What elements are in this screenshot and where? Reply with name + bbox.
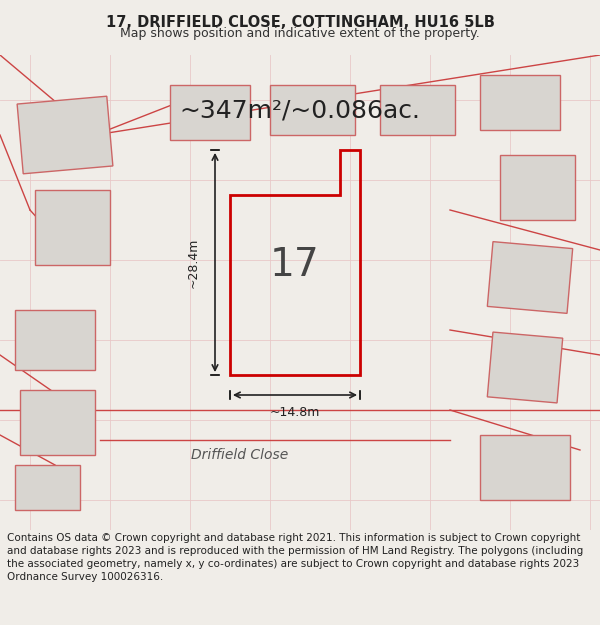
Bar xyxy=(170,85,250,140)
Text: ~28.4m: ~28.4m xyxy=(187,238,199,288)
Text: ~14.8m: ~14.8m xyxy=(270,406,320,419)
Bar xyxy=(487,242,572,313)
Bar xyxy=(500,155,575,220)
Text: Map shows position and indicative extent of the property.: Map shows position and indicative extent… xyxy=(120,27,480,39)
Bar xyxy=(20,390,95,455)
Text: 17: 17 xyxy=(270,246,320,284)
Bar xyxy=(15,465,80,510)
Bar xyxy=(15,310,95,370)
Text: ~347m²/~0.086ac.: ~347m²/~0.086ac. xyxy=(179,98,421,122)
Bar xyxy=(270,85,355,135)
Text: Driffield Close: Driffield Close xyxy=(191,448,289,462)
Bar xyxy=(35,190,110,265)
Text: Contains OS data © Crown copyright and database right 2021. This information is : Contains OS data © Crown copyright and d… xyxy=(7,533,583,582)
Bar xyxy=(487,332,563,403)
Bar xyxy=(17,96,113,174)
Bar xyxy=(480,75,560,130)
Text: 17, DRIFFIELD CLOSE, COTTINGHAM, HU16 5LB: 17, DRIFFIELD CLOSE, COTTINGHAM, HU16 5L… xyxy=(106,16,494,31)
Bar xyxy=(380,85,455,135)
Bar xyxy=(480,435,570,500)
